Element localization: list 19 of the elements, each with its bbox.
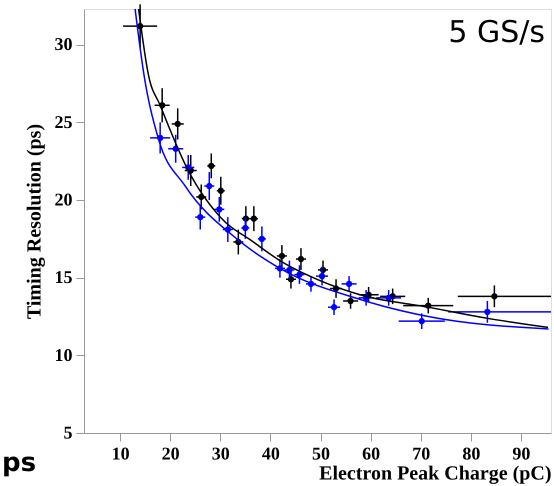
y-tick-label: 10 [54,344,72,365]
y-tick-label: 30 [54,34,72,54]
x-tick-label: 40 [262,444,280,464]
x-tick-label: 30 [212,444,230,464]
x-axis-title: Electron Peak Charge (pC) [319,462,552,484]
y-tick-label: 5 [64,422,72,442]
x-tick-label: 90 [512,444,530,464]
y-tick-label: 20 [54,190,72,210]
y-tick-label: 15 [54,267,72,288]
y-tick-label: 25 [54,112,72,132]
x-tick-label: 10 [112,444,130,464]
x-tick-label: 80 [462,444,480,464]
x-tick-label: 70 [412,444,430,464]
x-tick-label: 60 [362,444,380,464]
text: ps [2,448,36,478]
x-tick-label: 50 [312,444,330,464]
annotation: 5 GS/s [448,15,545,50]
y-axis-title: Timing Resolution (ps) [24,124,46,320]
x-tick-label: 20 [162,444,180,464]
